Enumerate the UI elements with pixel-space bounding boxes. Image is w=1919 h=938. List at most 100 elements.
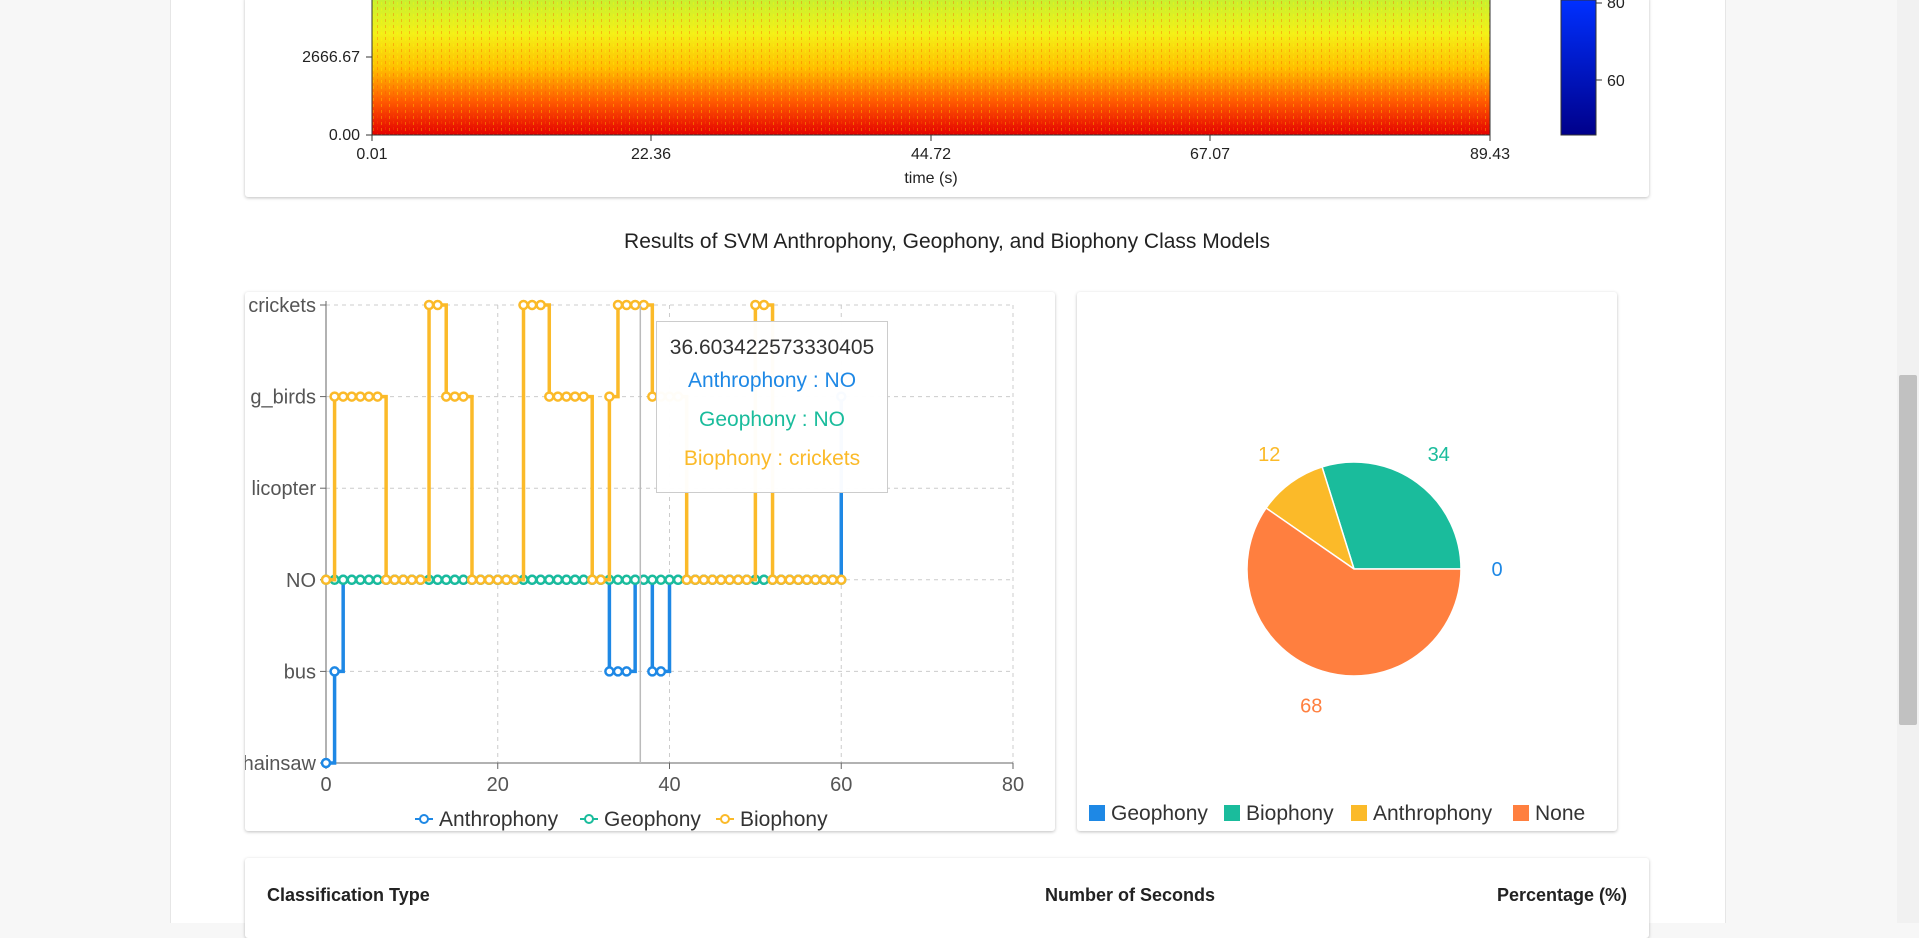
data-point[interactable] [320,574,332,586]
pie-legend-item-geophony[interactable]: Geophony [1089,802,1208,825]
pie-legend-item-none[interactable]: None [1513,802,1585,825]
legend-item-anthrophony[interactable]: Anthrophony [415,808,559,831]
data-point[interactable] [604,666,615,677]
data-point[interactable] [501,574,512,586]
data-point[interactable] [329,391,340,402]
data-point[interactable] [569,574,581,586]
data-point[interactable] [672,574,684,586]
data-point[interactable] [432,574,443,586]
data-point[interactable] [647,574,658,586]
data-point[interactable] [355,574,366,586]
data-point[interactable] [552,574,564,586]
data-point[interactable] [595,574,607,586]
data-point[interactable] [836,574,847,586]
data-point[interactable] [449,391,461,402]
data-point[interactable] [535,574,546,586]
data-point[interactable] [655,574,667,586]
data-point[interactable] [724,574,735,586]
data-point[interactable] [784,574,795,586]
data-point[interactable] [372,391,383,402]
line-chart-legend[interactable]: Anthrophony Geophony Biophony [415,808,828,831]
data-point[interactable] [655,666,667,677]
page-scrollbar[interactable] [1897,0,1919,923]
data-point[interactable] [535,299,546,311]
pie-chart-legend[interactable]: Geophony Biophony Anthrophony None [1089,802,1585,825]
data-point[interactable] [707,574,718,586]
data-point[interactable] [432,299,443,311]
legend-item-geophony[interactable]: Geophony [580,808,701,831]
data-point[interactable] [449,574,461,586]
data-point[interactable] [372,574,383,586]
data-point[interactable] [629,299,641,311]
data-point[interactable] [758,299,770,311]
data-point[interactable] [810,574,821,586]
data-point[interactable] [440,574,452,586]
data-point[interactable] [801,574,813,586]
data-point[interactable] [320,757,332,769]
data-point[interactable] [329,666,340,677]
data-point[interactable] [647,666,658,677]
data-point[interactable] [526,574,538,586]
pie-legend-item-anthrophony[interactable]: Anthrophony [1351,802,1493,825]
data-point[interactable] [561,391,572,402]
data-point[interactable] [337,574,349,586]
data-point[interactable] [586,574,598,586]
data-point[interactable] [518,299,529,311]
data-point[interactable] [423,299,435,311]
data-point[interactable] [612,574,624,586]
data-point[interactable] [827,574,838,586]
data-point[interactable] [363,391,375,402]
data-point[interactable] [440,391,452,402]
data-point[interactable] [758,574,770,586]
data-point[interactable] [578,574,589,586]
data-point[interactable] [544,574,555,586]
series-biophony[interactable] [320,299,847,586]
data-point[interactable] [698,574,710,586]
data-point[interactable] [346,391,358,402]
data-point[interactable] [750,299,761,311]
data-point[interactable] [690,574,701,586]
data-point[interactable] [664,574,675,586]
data-point[interactable] [380,574,392,586]
data-point[interactable] [389,574,400,586]
data-point[interactable] [406,574,418,586]
pie-slice-biophony[interactable] [1321,461,1462,570]
data-point[interactable] [604,391,615,402]
data-point[interactable] [612,299,624,311]
data-point[interactable] [483,574,495,586]
data-point[interactable] [552,391,564,402]
data-point[interactable] [526,299,538,311]
data-point[interactable] [337,391,349,402]
data-point[interactable] [741,574,753,586]
data-point[interactable] [732,574,744,586]
data-point[interactable] [544,391,555,402]
data-point[interactable] [415,574,426,586]
data-point[interactable] [775,574,787,586]
data-point[interactable] [578,391,589,402]
data-point[interactable] [818,574,830,586]
data-point[interactable] [561,574,572,586]
data-point[interactable] [466,574,478,586]
data-point[interactable] [612,666,624,677]
data-point[interactable] [629,574,641,586]
data-point[interactable] [681,574,692,586]
pie-slice-anthrophony[interactable] [1265,465,1356,571]
pie-legend-item-biophony[interactable]: Biophony [1224,802,1334,825]
classification-line-chart[interactable]: crickets g_birds licopter NO bus hainsaw 0 20 4… [245,292,1055,831]
data-point[interactable] [398,574,409,586]
data-point[interactable] [793,574,804,586]
data-point[interactable] [621,299,632,311]
data-point[interactable] [621,666,632,677]
data-point[interactable] [458,574,469,586]
scrollbar-thumb[interactable] [1899,375,1917,725]
pie-slice-none[interactable] [1246,506,1462,677]
data-point[interactable] [767,574,778,586]
data-point[interactable] [355,391,366,402]
data-point[interactable] [569,391,581,402]
legend-item-biophony[interactable]: Biophony [716,808,828,831]
data-point[interactable] [346,574,358,586]
data-point[interactable] [509,574,521,586]
data-point[interactable] [715,574,727,586]
data-point[interactable] [492,574,503,586]
data-point[interactable] [363,574,375,586]
